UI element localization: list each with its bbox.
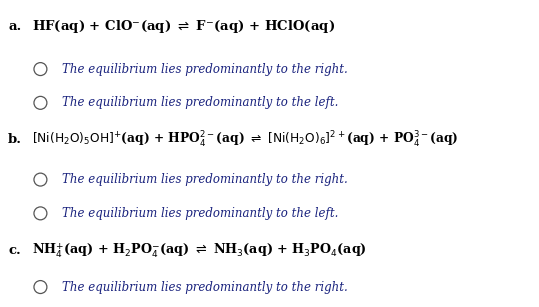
Text: The equilibrium lies predominantly to the left.: The equilibrium lies predominantly to th… <box>62 207 338 220</box>
Text: The equilibrium lies predominantly to the right.: The equilibrium lies predominantly to th… <box>62 281 348 293</box>
Text: NH$_4^{+}$(aq) + H$_2$PO$_4^{-}$(aq) $\rightleftharpoons$ NH$_3$(aq) + H$_3$PO$_: NH$_4^{+}$(aq) + H$_2$PO$_4^{-}$(aq) $\r… <box>32 241 367 260</box>
Text: The equilibrium lies predominantly to the right.: The equilibrium lies predominantly to th… <box>62 173 348 186</box>
Text: $\left[\mathrm{Ni(H_2O)_5OH}\right]^{+}$(aq) + HPO$_4^{2-}$(aq) $\rightleftharpo: $\left[\mathrm{Ni(H_2O)_5OH}\right]^{+}$… <box>32 130 459 150</box>
Text: a.: a. <box>8 20 22 33</box>
Text: c.: c. <box>8 244 21 257</box>
Text: HF(aq) + ClO$^{-}$(aq) $\rightleftharpoons$ F$^{-}$(aq) + HClO(aq): HF(aq) + ClO$^{-}$(aq) $\rightleftharpoo… <box>32 17 335 35</box>
Text: b.: b. <box>8 133 22 146</box>
Text: The equilibrium lies predominantly to the left.: The equilibrium lies predominantly to th… <box>62 96 338 109</box>
Text: The equilibrium lies predominantly to the right.: The equilibrium lies predominantly to th… <box>62 63 348 76</box>
